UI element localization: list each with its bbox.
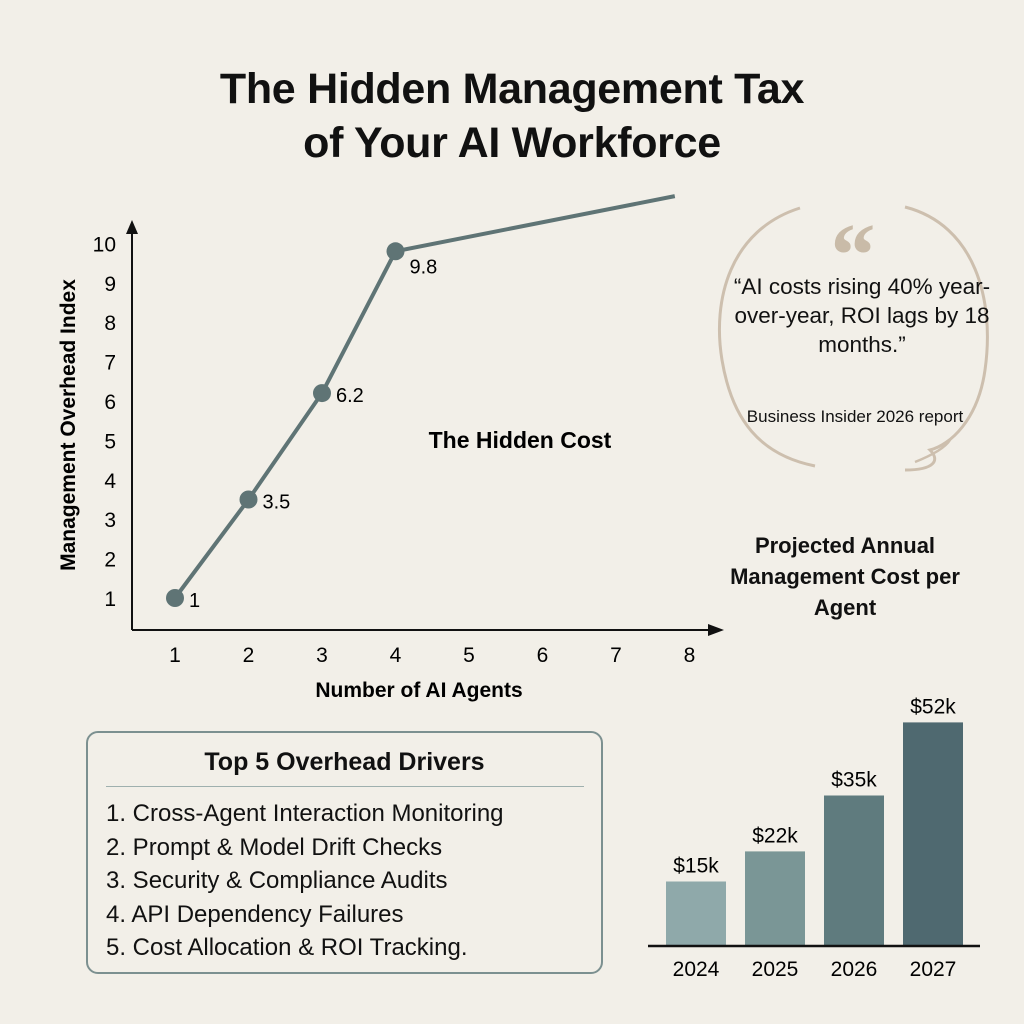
data-point <box>239 490 258 509</box>
bar-category-label: 2025 <box>752 958 799 981</box>
x-tick-label: 2 <box>243 644 255 667</box>
x-tick-label: 6 <box>537 644 549 667</box>
y-tick-label: 5 <box>104 430 116 453</box>
data-point <box>386 242 405 261</box>
y-tick-label: 3 <box>104 509 116 532</box>
x-tick-label: 8 <box>684 644 696 667</box>
bar-category-label: 2024 <box>673 958 720 981</box>
bar <box>903 722 963 946</box>
bar <box>745 851 805 946</box>
x-tick-label: 3 <box>316 644 328 667</box>
y-tick-label: 6 <box>104 391 116 414</box>
x-tick-label: 7 <box>610 644 622 667</box>
data-label: 1 <box>189 590 200 612</box>
driver-item: 4. API Dependency Failures <box>106 900 404 928</box>
data-point <box>166 589 184 607</box>
data-label: 6.2 <box>336 385 364 407</box>
quote-mark-icon: “ <box>831 206 876 305</box>
quote-source: Business Insider 2026 report <box>746 407 964 426</box>
data-label: 9.8 <box>410 256 438 278</box>
line-chart: 1 2 3 4 5 6 7 8 1 2 3 4 5 6 7 8 9 10 Number of AI Agents Ma… <box>57 194 724 702</box>
title-line-2: of Your AI Workforce <box>303 119 721 167</box>
driver-item: 3. Security & Compliance Audits <box>106 867 448 894</box>
bar-value-label: $52k <box>910 695 956 718</box>
data-label: 3.5 <box>263 492 291 514</box>
bar-category-label: 2026 <box>831 958 878 981</box>
bar-value-label: $35k <box>831 769 877 792</box>
y-tick-label: 7 <box>104 352 116 375</box>
y-tick-label: 8 <box>104 312 116 335</box>
x-tick-label: 4 <box>390 644 402 667</box>
x-tick-label: 1 <box>169 644 181 667</box>
x-tick-label: 5 <box>463 644 475 667</box>
x-axis-arrow-icon <box>708 624 724 636</box>
driver-item: 2. Prompt & Model Drift Checks <box>106 833 443 861</box>
y-tick-label: 10 <box>93 233 116 256</box>
bar-chart-title: Projected Annual Management Cost per Age… <box>730 533 960 620</box>
drivers-title: Top 5 Overhead Drivers <box>204 748 485 776</box>
bar <box>824 795 884 946</box>
drivers-divider <box>106 786 584 787</box>
drivers-list: 1. Cross-Agent Interaction Monitoring 2.… <box>106 797 504 965</box>
bar-category-label: 2027 <box>910 958 957 981</box>
y-axis-title: Management Overhead Index <box>57 279 80 571</box>
title-line-1: The Hidden Management Tax <box>219 65 805 113</box>
bar-value-label: $15k <box>673 855 719 878</box>
page-title: The Hidden Management Tax of Your AI Wor… <box>0 62 1024 170</box>
quote-text: “AI costs rising 40% year-over-year, ROI… <box>733 274 991 357</box>
y-tick-label: 4 <box>104 470 116 493</box>
bar <box>666 881 726 946</box>
y-tick-label: 1 <box>104 588 116 611</box>
x-axis-title: Number of AI Agents <box>315 679 522 702</box>
speech-bubble <box>718 205 989 472</box>
bar-value-label: $22k <box>752 824 798 847</box>
y-axis-arrow-icon <box>126 220 138 234</box>
driver-item: 1. Cross-Agent Interaction Monitoring <box>106 800 504 827</box>
y-tick-label: 9 <box>104 273 116 296</box>
chart-annotation: The Hidden Cost <box>429 427 612 453</box>
driver-item: 5. Cost Allocation & ROI Tracking. <box>106 934 468 961</box>
data-point <box>313 384 331 403</box>
drivers-box: Top 5 Overhead Drivers 1. Cross-Agent In… <box>86 731 603 974</box>
y-tick-label: 2 <box>104 549 116 572</box>
bar-chart: $15k 2024 $22k 2025 $35k 2026 $52k 2027 <box>648 695 980 981</box>
